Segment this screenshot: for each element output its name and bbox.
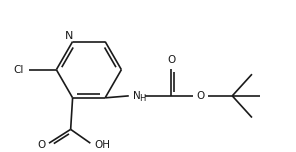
Text: N: N xyxy=(133,91,141,101)
Text: OH: OH xyxy=(94,140,110,150)
Text: O: O xyxy=(167,55,175,65)
Text: H: H xyxy=(139,94,146,103)
Text: O: O xyxy=(197,91,205,101)
Text: N: N xyxy=(65,31,73,41)
Text: Cl: Cl xyxy=(14,65,24,75)
Text: O: O xyxy=(37,140,45,150)
